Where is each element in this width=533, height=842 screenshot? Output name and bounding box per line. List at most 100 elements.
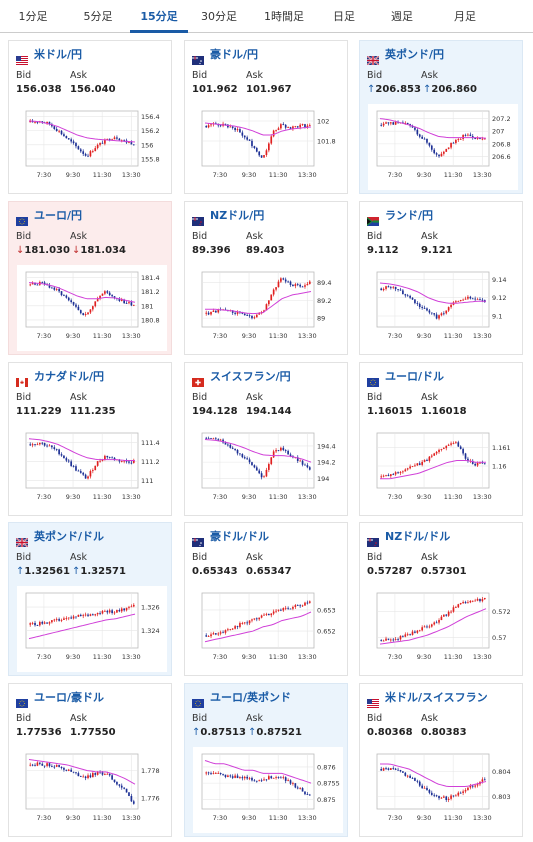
rate-card[interactable]: NZドル/ドル Bid Ask 0.57287 0.57301 0.572 0.57 7:30…: [359, 522, 523, 676]
price-chart[interactable]: 194.4 194.2 194 7:30 9:30 11:30 13:30: [193, 426, 343, 512]
rate-card[interactable]: ユーロ/英ポンド Bid Ask ↑0.87513 ↑0.87521 0.876 0.875…: [184, 683, 348, 837]
price-chart[interactable]: 156.4 156.2 156 155.8 7:30 9:30 11:30 13:30: [17, 104, 167, 190]
candle-body: [416, 129, 419, 135]
ask-value: 1.16018: [421, 406, 467, 417]
rate-card[interactable]: 豪ドル/円 Bid Ask 101.962 101.967 102 101.8 7:30 9:3…: [184, 40, 348, 194]
rate-card[interactable]: スイスフラン/円 Bid Ask 194.128 194.144 194.4 194.2 19…: [184, 362, 348, 516]
pair-title-link[interactable]: 英ポンド/円: [366, 45, 444, 66]
candle-body: [457, 442, 460, 447]
rate-card[interactable]: ユーロ/円 Bid Ask ↓181.030 ↓181.034 181.4 181.2 181…: [8, 201, 172, 355]
price-chart[interactable]: 102 101.8 7:30 9:30 11:30 13:30: [193, 104, 343, 190]
pair-title-link[interactable]: スイスフラン/円: [192, 367, 291, 387]
candle-body: [275, 450, 277, 452]
ask-label: Ask: [246, 713, 263, 724]
pair-title-link[interactable]: ユーロ/円: [16, 206, 82, 226]
rate-card[interactable]: 英ポンド/ドル Bid Ask ↑1.32561 ↑1.32571 1.326 1.324 7…: [8, 522, 172, 676]
y-tick-label: 1.161: [492, 444, 511, 452]
candle-body: [418, 781, 421, 786]
candle-body: [414, 299, 416, 304]
bid-label: Bid: [192, 231, 208, 242]
rate-card[interactable]: ランド/円 Bid Ask 9.112 9.121 9.14 9.12 9.1 7:30 9:30…: [359, 201, 523, 355]
tab-5分足[interactable]: 5分足: [83, 10, 113, 23]
candle-body: [438, 620, 440, 623]
candle-body: [41, 282, 44, 283]
pair-title-link[interactable]: ユーロ/ドル: [367, 367, 444, 387]
candle-body: [132, 801, 135, 804]
price-chart[interactable]: 111.4 111.2 111 7:30 9:30 11:30 13:30: [17, 426, 167, 512]
moving-average-line: [379, 282, 486, 304]
rate-card[interactable]: 米ドル/スイスフラン Bid Ask 0.80368 0.80383 0.804 0.803…: [359, 683, 523, 837]
pair-title-link[interactable]: NZドル/円: [192, 206, 264, 226]
candle-body: [29, 120, 32, 123]
candle-body: [287, 780, 289, 782]
rate-card[interactable]: カナダドル/円 Bid Ask 111.229 111.235 111.4 111.2 111…: [8, 362, 172, 516]
candle-body: [67, 138, 70, 140]
tab-週足[interactable]: 週足: [391, 10, 413, 23]
ask-value: ↑1.32571: [72, 566, 126, 577]
price-chart[interactable]: 0.876 0.8755 0.875 7:30 9:30 11:30 13:30: [193, 747, 343, 833]
price-chart[interactable]: 0.572 0.57 7:30 9:30 11:30 13:30: [368, 586, 518, 672]
pair-title-link[interactable]: ユーロ/豪ドル: [16, 688, 104, 708]
candlestick-chart: 1.161 1.16 7:30 9:30 11:30 13:30: [376, 432, 511, 501]
candle-body: [389, 287, 392, 289]
tab-日足[interactable]: 日足: [333, 10, 355, 23]
candle-body: [438, 449, 440, 452]
candle-body: [433, 622, 436, 625]
candle-body: [423, 138, 426, 140]
candle-body: [70, 461, 73, 466]
x-tick-label: 7:30: [37, 493, 52, 501]
pair-title-link[interactable]: 豪ドル/円: [192, 45, 258, 65]
tab-30分足[interactable]: 30分足: [201, 10, 237, 23]
candle-body: [418, 630, 421, 632]
pair-title-link[interactable]: 豪ドル/ドル: [192, 527, 269, 547]
pair-title-link[interactable]: ランド/円: [367, 206, 433, 226]
price-chart[interactable]: 9.14 9.12 9.1 7:30 9:30 11:30 13:30: [368, 265, 518, 351]
candle-body: [476, 784, 479, 786]
moving-average-line: [204, 122, 312, 136]
price-chart[interactable]: 1.161 1.16 7:30 9:30 11:30 13:30: [368, 426, 518, 512]
pair-title-link[interactable]: 米ドル/円: [16, 45, 82, 65]
tab-月足[interactable]: 月足: [454, 10, 476, 23]
tab-1分足[interactable]: 1分足: [18, 10, 48, 23]
rate-card[interactable]: NZドル/円 Bid Ask 89.396 89.403 89.4 89.2 89 7:30 9:…: [184, 201, 348, 355]
price-chart[interactable]: 0.804 0.803 7:30 9:30 11:30 13:30: [368, 747, 518, 833]
candle-body: [304, 124, 306, 128]
pair-title-link[interactable]: 英ポンド/ドル: [15, 527, 104, 548]
pair-title-link[interactable]: カナダドル/円: [16, 367, 104, 387]
pair-title-link[interactable]: 米ドル/スイスフラン: [367, 688, 488, 708]
candle-body: [430, 624, 433, 627]
tab-1時間足[interactable]: 1時間足: [264, 10, 304, 23]
bid-label: Bid: [367, 392, 383, 403]
candle-body: [411, 777, 414, 779]
pair-title-link[interactable]: NZドル/ドル: [367, 527, 450, 547]
candle-body: [308, 467, 311, 470]
rate-card[interactable]: 英ポンド/円 Bid Ask ↑206.853 ↑206.860 207.2 207 206.…: [359, 40, 523, 194]
y-tick-label: 181.4: [141, 274, 160, 282]
price-chart[interactable]: 89.4 89.2 89 7:30 9:30 11:30 13:30: [193, 265, 343, 351]
candle-body: [402, 635, 404, 637]
price-chart[interactable]: 1.326 1.324 7:30 9:30 11:30 13:30: [17, 586, 167, 672]
candle-body: [72, 465, 75, 467]
rate-card[interactable]: ユーロ/ドル Bid Ask 1.16015 1.16018 1.161 1.16 7:30 9…: [359, 362, 523, 516]
x-tick-label: 9:30: [417, 332, 432, 340]
price-chart[interactable]: 181.4 181.2 181 180.8 7:30 9:30 11:30 13:30: [17, 265, 167, 351]
candle-body: [275, 777, 277, 778]
rate-card[interactable]: 豪ドル/ドル Bid Ask 0.65343 0.65347 0.653 0.652 7:30…: [184, 522, 348, 676]
rate-card[interactable]: ユーロ/豪ドル Bid Ask 1.77536 1.77550 1.778 1.776 7:3…: [8, 683, 172, 837]
candle-body: [275, 129, 277, 131]
candle-body: [75, 616, 77, 618]
price-chart[interactable]: 1.778 1.776 7:30 9:30 11:30 13:30: [17, 747, 167, 833]
price-chart[interactable]: 207.2 207 206.8 206.6 7:30 9:30 11:30 13:30: [368, 104, 518, 190]
candle-body: [82, 776, 85, 778]
moving-average-line: [204, 611, 312, 643]
candle-body: [301, 460, 304, 465]
bid-value: 89.396: [192, 245, 231, 256]
candle-body: [91, 306, 94, 310]
bid-label: Bid: [16, 392, 32, 403]
candle-body: [84, 614, 87, 616]
pair-title-link[interactable]: ユーロ/英ポンド: [192, 688, 291, 708]
price-chart[interactable]: 0.653 0.652 7:30 9:30 11:30 13:30: [193, 586, 343, 672]
tab-15分足[interactable]: 15分足: [130, 0, 188, 33]
rate-card[interactable]: 米ドル/円 Bid Ask 156.038 156.040 156.4 156.2 156 15…: [8, 40, 172, 194]
candle-body: [404, 122, 407, 124]
